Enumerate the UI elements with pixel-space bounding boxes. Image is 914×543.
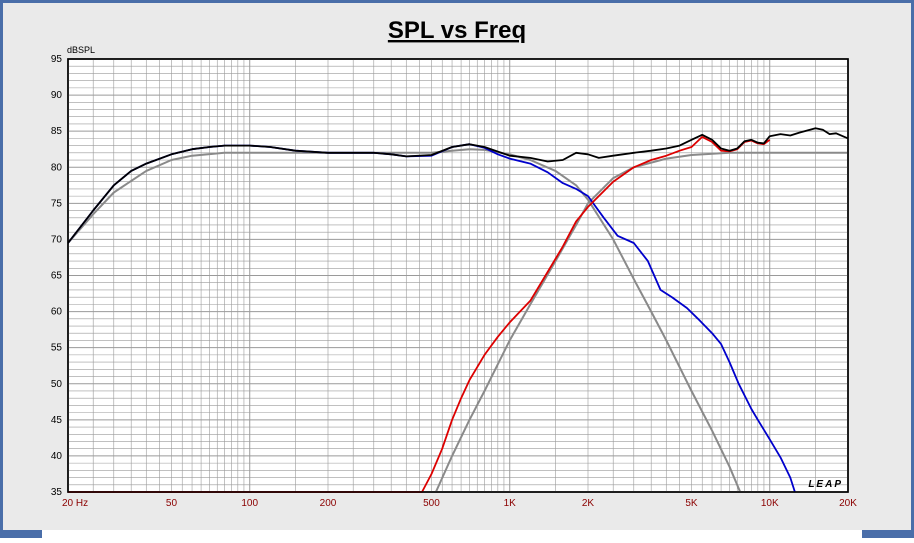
y-tick-label: 55 <box>51 343 63 354</box>
window-bottom-notch <box>42 530 862 538</box>
x-tick-label: 50 <box>166 498 178 509</box>
y-tick-label: 70 <box>51 234 63 245</box>
y-tick-label: 90 <box>51 90 63 101</box>
y-tick-label: 45 <box>51 415 63 426</box>
y-tick-label: 60 <box>51 307 63 318</box>
y-tick-label: 40 <box>51 451 63 462</box>
x-tick-label: 5K <box>685 498 698 509</box>
y-tick-label: 80 <box>51 162 63 173</box>
y-tick-label: 95 <box>51 54 63 65</box>
plot-border <box>67 58 849 493</box>
y-tick-label: 75 <box>51 198 63 209</box>
x-tick-label: 200 <box>320 498 337 509</box>
x-tick-labels: 20 Hz 50 100 200 500 1K 2K 5K 10K 20K <box>62 498 857 509</box>
x-tick-label: 100 <box>241 498 258 509</box>
x-tick-label: 10K <box>761 498 779 509</box>
x-tick-label: 20 Hz <box>62 498 88 509</box>
x-tick-label: 500 <box>423 498 440 509</box>
y-tick-label: 65 <box>51 271 63 282</box>
x-tick-label: 20K <box>839 498 857 509</box>
grid-lines <box>68 59 848 492</box>
y-axis-label: dBSPL <box>67 45 95 55</box>
y-tick-labels: 35 40 45 50 55 60 65 70 75 80 85 90 95 <box>51 54 63 498</box>
series-line-total <box>67 127 849 244</box>
x-tick-label: 2K <box>582 498 595 509</box>
chart-title: SPL vs Freq <box>388 17 526 44</box>
series-line-target_low <box>67 148 742 493</box>
y-tick-label: 50 <box>51 379 63 390</box>
series-lines <box>67 127 849 493</box>
x-tick-label: 1K <box>504 498 517 509</box>
y-tick-label: 85 <box>51 126 63 137</box>
leap-logo: LEAP <box>808 479 843 490</box>
y-tick-label: 35 <box>51 487 63 498</box>
